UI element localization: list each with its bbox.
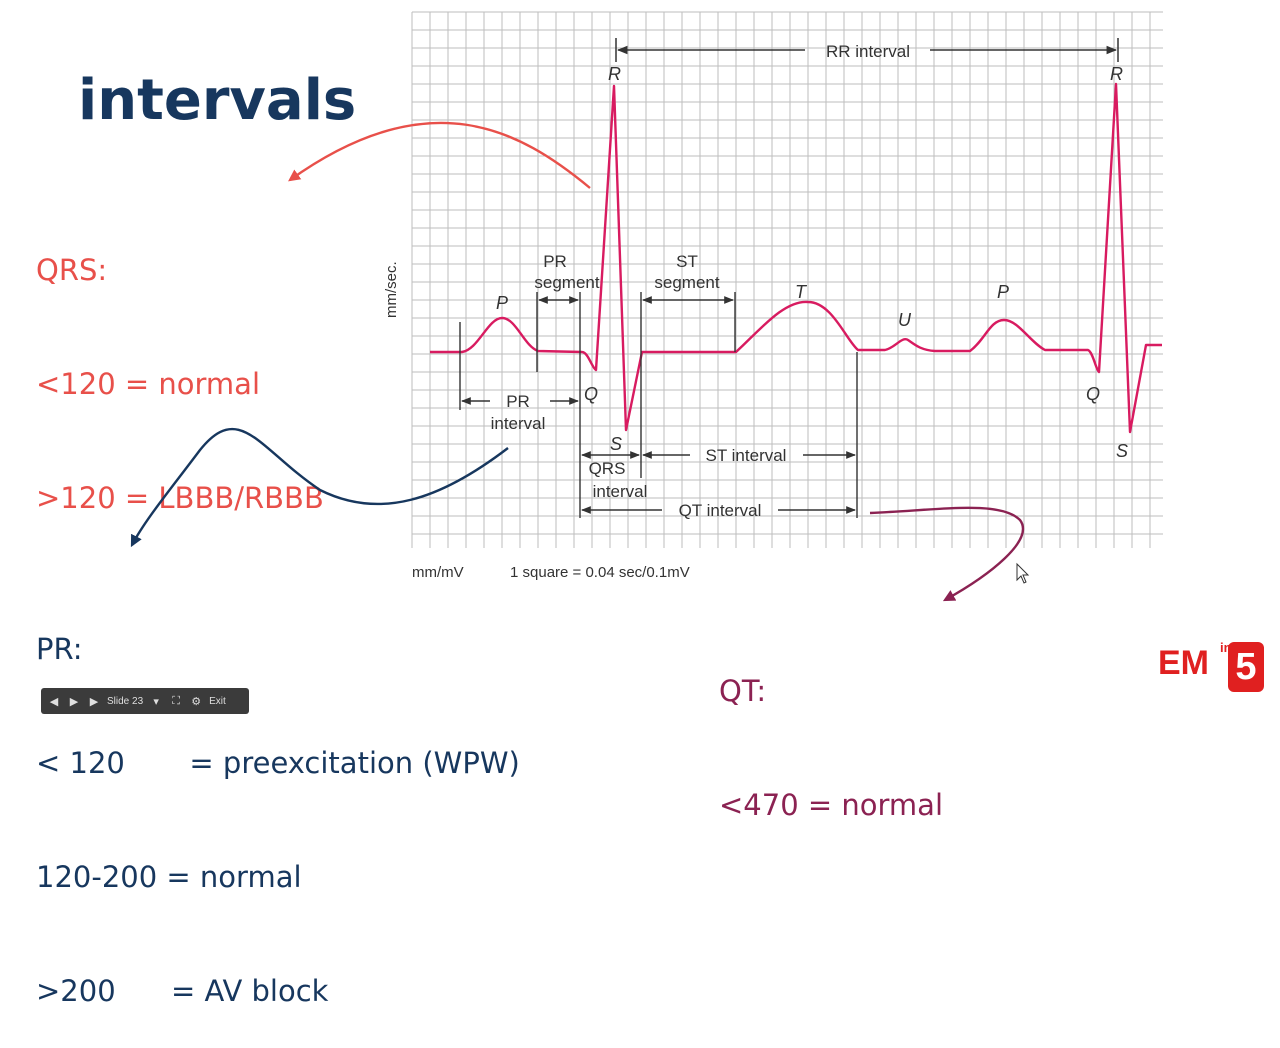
pr-interval-label-line1: PR (506, 392, 530, 411)
ecg-grid (411, 11, 1163, 548)
next-slide-icon[interactable]: ▶ (89, 694, 99, 708)
wave-label-q1: Q (584, 384, 598, 404)
ecg-diagram: RR interval R R P T U P Q S Q S PR segme… (130, 11, 1163, 602)
logo-sup-text: in (1220, 640, 1232, 655)
pr-callout-arrow (130, 427, 509, 548)
wave-label-q2: Q (1086, 384, 1100, 404)
qt-note-line: <470 = normal (719, 788, 943, 822)
wave-label-s1: S (610, 434, 622, 454)
wave-label-t: T (795, 282, 808, 302)
previous-slide-icon[interactable]: ◀ (49, 694, 59, 708)
qrs-interval-label-line1: QRS (589, 459, 626, 478)
wave-label-s2: S (1116, 441, 1128, 461)
pr-segment-label-line2: segment (534, 273, 599, 292)
ecg-scale-label: 1 square = 0.04 sec/0.1mV (510, 564, 690, 581)
ecg-trace (430, 82, 1162, 434)
presentation-toolbar: ◀ ▶ ▶ Slide 23 ▾ ⛶ ⚙ Exit (41, 688, 249, 714)
pr-note-heading: PR: (36, 632, 83, 666)
pr-interval-label-line2: interval (491, 414, 546, 433)
mouse-pointer-icon (1016, 562, 1030, 584)
wave-label-r2: R (1110, 64, 1123, 84)
fullscreen-icon[interactable]: ⛶ (172, 694, 180, 707)
st-segment-label-line2: segment (654, 273, 719, 292)
qrs-note-heading: QRS: (36, 253, 108, 287)
ecg-unit-label: mm/mV (412, 564, 464, 581)
exit-button[interactable]: Exit (209, 695, 226, 707)
logo-main-text: EM (1158, 644, 1209, 682)
qrs-callout-arrow (288, 121, 591, 189)
em-in-5-logo: EM in 5 (1158, 640, 1268, 710)
wave-label-u: U (898, 310, 912, 330)
qt-interval-label: QT interval (679, 501, 762, 520)
wave-label-p2: P (997, 282, 1009, 302)
qrs-note: QRS: <120 = normal >120 = LBBB/RBBB (36, 175, 324, 555)
pr-note-line: 120-200 = normal (36, 860, 302, 894)
logo-number: 5 (1228, 642, 1264, 692)
pr-note-line: < 120 = preexcitation (WPW) (36, 746, 520, 780)
pr-note-line: >200 = AV block (36, 974, 329, 1008)
chevron-down-icon[interactable]: ▾ (153, 694, 159, 708)
qrs-interval-label-line2: interval (593, 482, 648, 501)
slide-selector[interactable]: Slide 23 (107, 695, 144, 707)
st-segment-label-line1: ST (676, 252, 698, 271)
qrs-note-line: <120 = normal (36, 367, 260, 401)
gear-icon[interactable]: ⚙ (191, 694, 202, 708)
rr-interval-label: RR interval (826, 42, 910, 61)
wave-label-p1: P (496, 293, 508, 313)
pr-segment-label-line1: PR (543, 252, 567, 271)
qt-callout-arrow (869, 506, 1024, 602)
play-icon[interactable]: ▶ (69, 694, 79, 708)
st-interval-label: ST interval (706, 446, 787, 465)
slide-title: intervals (78, 68, 357, 133)
y-axis-label: mm/sec. (383, 261, 400, 318)
qt-note-heading: QT: (719, 674, 767, 708)
wave-label-r1: R (608, 64, 621, 84)
qrs-note-line: >120 = LBBB/RBBB (36, 481, 324, 515)
